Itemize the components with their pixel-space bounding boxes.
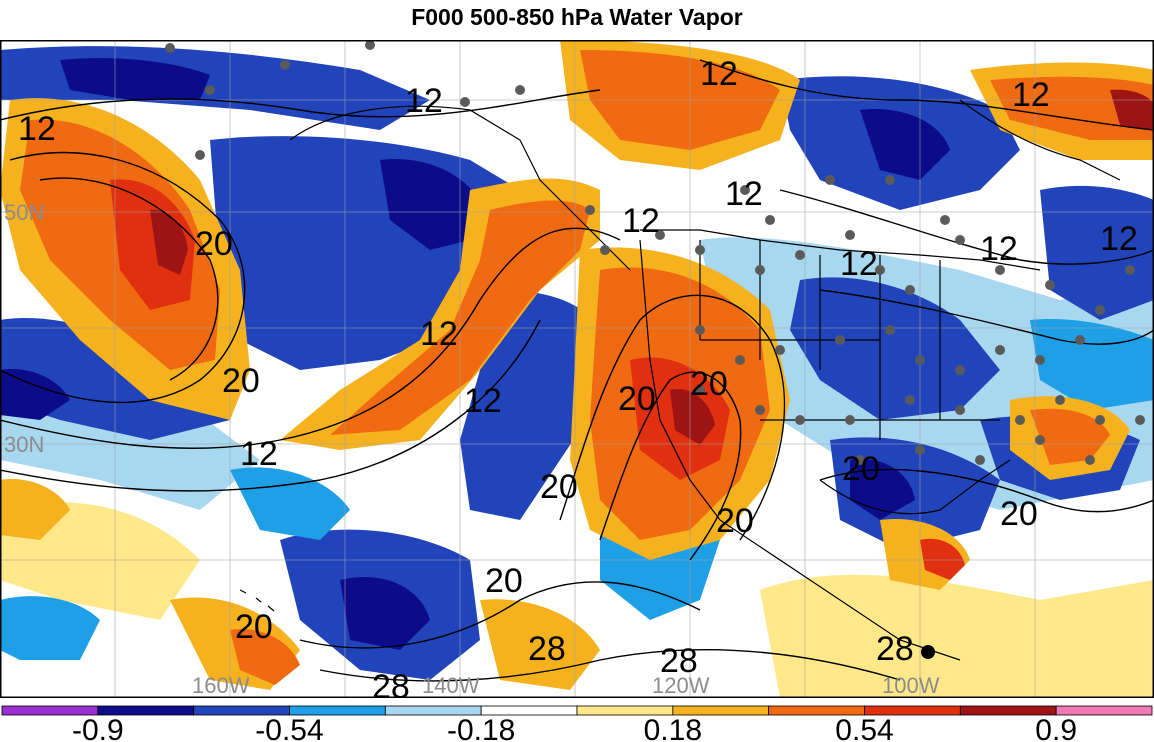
deep-blue-core: [60, 58, 210, 100]
contour-line: [819, 289, 1154, 345]
red-orange-core: [1030, 408, 1110, 465]
map-frame: [0, 40, 1154, 698]
colorbar-swatch: [1055, 705, 1153, 716]
contour-label: 28: [372, 668, 410, 698]
contour-label: 20: [716, 502, 754, 540]
contour-line: [699, 59, 1154, 131]
mexico-coast: [719, 519, 961, 661]
us-west-coast: [639, 239, 721, 521]
contour-line: [0, 227, 621, 449]
contour-line: [319, 648, 901, 682]
contour-line: [0, 319, 541, 492]
contour-label: 12: [725, 175, 763, 213]
contour-line: [0, 89, 601, 121]
alaska-coastline: [289, 105, 631, 271]
contour-label: 20: [1000, 495, 1038, 533]
colorbar-tick-labels: -0.9 -0.54 -0.18 0.18 0.54 0.9: [72, 714, 1077, 742]
canada-us-border: [640, 229, 1041, 271]
contour-labels: 12 12 12 12 12 12 12 12 12 12 12 12 20 2…: [18, 55, 1138, 698]
pale-yellow-patch: [0, 502, 200, 620]
contour-label: 12: [464, 382, 502, 420]
orange-region: [0, 479, 70, 540]
contour-line: [599, 371, 742, 561]
graticule-labels: 50N 30N 160W 140W 120W 100W: [4, 200, 940, 698]
graticule: [0, 40, 1154, 698]
contour-label: 12: [1012, 76, 1050, 114]
contour-label: 12: [405, 82, 443, 120]
lat-label: 30N: [4, 432, 44, 457]
blue-region: [460, 290, 610, 520]
deep-blue-core: [380, 159, 480, 250]
contour-label: 20: [235, 608, 273, 646]
pale-yellow-patch: [760, 574, 1154, 698]
light-blue-band: [230, 467, 350, 540]
contour-line: [819, 468, 1154, 513]
colorbar-tick-label: 0.9: [1035, 714, 1077, 742]
colorbar-tick-label: 0.18: [644, 714, 702, 742]
colorbar-swatches: [1, 705, 1153, 716]
deep-blue-core: [850, 459, 915, 520]
contour-label: 12: [840, 245, 878, 283]
deep-blue-core: [0, 369, 70, 420]
dark-red-core: [670, 389, 715, 445]
light-blue-band: [0, 596, 100, 660]
contour-line: [39, 177, 219, 381]
lon-label: 120W: [652, 673, 710, 698]
lon-label: 160W: [192, 673, 250, 698]
hawaii-islands: [239, 589, 275, 612]
lat-label: 50N: [4, 200, 44, 225]
map-title: F000 500-850 hPa Water Vapor: [411, 4, 743, 30]
contour-label: 12: [622, 202, 660, 240]
contour-label: 20: [690, 365, 728, 403]
contour-label: 20: [618, 380, 656, 418]
contour-lines: [0, 59, 1154, 682]
contour-label: 20: [485, 562, 523, 600]
contour-label: 20: [842, 450, 880, 488]
contour-label: 12: [1100, 220, 1138, 258]
colorbar-tick-label: 0.54: [835, 714, 893, 742]
deep-blue-core: [340, 576, 430, 650]
contour-line: [779, 189, 1154, 265]
red-orange-core: [230, 629, 300, 685]
contour-label: 12: [18, 110, 56, 148]
contour-label: 12: [700, 55, 738, 93]
colorbar-tick-label: -0.18: [447, 714, 515, 742]
contour-label: 20: [540, 468, 578, 506]
red-core: [920, 538, 965, 580]
contour-label: 12: [420, 315, 458, 353]
hudson-bay-coast: [959, 99, 1121, 181]
lon-label: 140W: [422, 673, 480, 698]
lon-label: 100W: [882, 673, 940, 698]
contour-label: 20: [195, 225, 233, 263]
contour-label: 12: [980, 230, 1018, 268]
colorbar-tick-label: -0.54: [255, 714, 323, 742]
coastlines-and-borders: [239, 99, 1121, 661]
contour-label: 28: [876, 630, 914, 668]
marker-dot: [921, 645, 935, 659]
contour-line: [559, 294, 786, 541]
us-state-lines: [699, 240, 1000, 440]
contour-label: 12: [240, 435, 278, 473]
water-vapor-map: 12 12 12 12 12 12 12 12 12 12 12 12 20 2…: [0, 40, 1154, 698]
colorbar-tick-label: -0.9: [72, 714, 124, 742]
station-dots: [165, 40, 1145, 465]
deep-blue-core: [860, 109, 950, 180]
contour-line: [0, 151, 246, 404]
contour-label: 28: [528, 630, 566, 668]
gulf-coast: [819, 459, 1011, 515]
contour-label: 20: [222, 362, 260, 400]
dark-red-core: [150, 209, 188, 275]
contour-line: [299, 581, 701, 649]
contour-label: 28: [660, 642, 698, 680]
blue-region: [1040, 185, 1154, 320]
colorbar: -0.9 -0.54 -0.18 0.18 0.54 0.9: [1, 705, 1153, 742]
